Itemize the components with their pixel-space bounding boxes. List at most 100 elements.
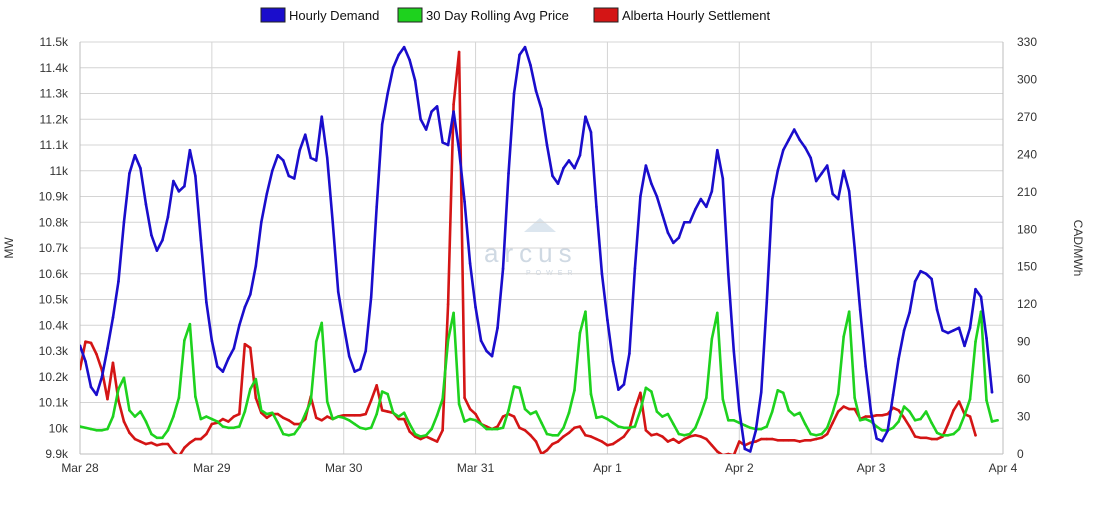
hourly-demand-point: [836, 197, 840, 201]
alberta-hourly-settlement-point: [463, 396, 466, 400]
alberta-hourly-settlement-point: [408, 430, 411, 433]
legend-item[interactable]: 30 Day Rolling Avg Price: [397, 7, 569, 23]
y-right-tick-label: 270: [1017, 110, 1037, 124]
y-left-tick-label: 10.5k: [39, 293, 69, 307]
alberta-hourly-settlement-point: [606, 443, 609, 447]
hourly-demand-point: [551, 174, 554, 178]
alberta-hourly-settlement-point: [501, 415, 505, 418]
y-right-axis-title: CAD/MWh: [1071, 220, 1085, 277]
hourly-demand-point: [463, 200, 466, 203]
y-left-tick-label: 10.4k: [39, 318, 69, 332]
hourly-demand-point: [95, 393, 98, 397]
alberta-hourly-settlement-point: [661, 435, 664, 438]
alberta-hourly-settlement-point: [880, 414, 884, 417]
hourly-demand-point: [798, 138, 802, 142]
30-day-rolling-avg-price-point: [727, 418, 730, 422]
30-day-rolling-avg-price-point: [238, 425, 241, 428]
hourly-demand-point: [776, 169, 780, 173]
30-day-rolling-avg-price-point: [633, 425, 637, 428]
30-day-rolling-avg-price-point: [474, 418, 477, 422]
30-day-rolling-avg-price-point: [501, 426, 505, 430]
alberta-hourly-settlement-point: [639, 391, 642, 395]
30-day-rolling-avg-price-point: [556, 433, 560, 437]
hourly-demand-point: [661, 213, 664, 216]
alberta-hourly-settlement-point: [205, 432, 208, 436]
y-right-tick-label: 330: [1017, 35, 1037, 49]
hourly-demand-point: [320, 115, 324, 118]
hourly-demand-point: [556, 182, 560, 185]
alberta-hourly-settlement-point: [292, 422, 296, 426]
alberta-hourly-settlement-point: [787, 438, 791, 442]
30-day-rolling-avg-price-point: [161, 436, 164, 440]
alberta-hourly-settlement-point: [683, 437, 686, 441]
alberta-hourly-settlement-point: [946, 422, 950, 426]
30-day-rolling-avg-price-point: [424, 433, 428, 437]
30-day-rolling-avg-price-point: [770, 410, 774, 413]
alberta-hourly-settlement-point: [133, 437, 137, 441]
hourly-demand-point: [974, 287, 977, 291]
30-day-rolling-avg-price-point: [666, 412, 670, 416]
alberta-hourly-settlement-point: [369, 399, 373, 402]
alberta-hourly-settlement-point: [474, 412, 477, 416]
y-right-tick-label: 120: [1017, 297, 1037, 311]
grid-lines: [79, 41, 1004, 455]
x-tick-label: Mar 29: [193, 461, 231, 475]
30-day-rolling-avg-price-point: [913, 418, 917, 422]
30-day-rolling-avg-price-point: [408, 422, 411, 426]
hourly-demand-point: [325, 156, 329, 160]
30-day-rolling-avg-price-point: [380, 390, 384, 393]
alberta-hourly-settlement-point: [875, 414, 878, 417]
30-day-rolling-avg-price-point: [375, 412, 378, 416]
30-day-rolling-avg-price-point: [89, 427, 93, 431]
alberta-hourly-settlement-point: [897, 409, 900, 412]
hourly-demand-point: [831, 192, 834, 196]
legend-item[interactable]: Hourly Demand: [260, 7, 379, 23]
30-day-rolling-avg-price-point: [270, 411, 274, 415]
legend-item[interactable]: Alberta Hourly Settlement: [593, 7, 771, 23]
hourly-demand-point: [727, 272, 730, 276]
alberta-hourly-settlement-point: [188, 441, 192, 445]
hourly-demand-point: [391, 66, 395, 70]
y-left-tick-label: 11.5k: [40, 35, 69, 49]
30-day-rolling-avg-price-point: [518, 386, 521, 390]
alberta-hourly-settlement-point: [540, 452, 543, 454]
alberta-hourly-settlement-point: [798, 440, 802, 443]
alberta-hourly-settlement-point: [534, 440, 538, 443]
30-day-rolling-avg-price-point: [172, 415, 175, 418]
hourly-demand-point: [985, 336, 988, 340]
30-day-rolling-avg-price-point: [562, 426, 565, 430]
hourly-demand-point: [309, 156, 313, 160]
30-day-rolling-avg-price-point: [265, 412, 269, 416]
hourly-demand-point: [84, 360, 87, 363]
hourly-demand-point: [853, 246, 856, 250]
hourly-demand-point: [611, 360, 615, 363]
alberta-hourly-settlement-point: [886, 412, 889, 416]
alberta-hourly-settlement-point: [314, 416, 318, 420]
30-day-rolling-avg-price-point: [281, 432, 285, 436]
30-day-rolling-avg-price-point: [523, 407, 527, 411]
hourly-demand-point: [683, 220, 686, 224]
30-day-rolling-avg-price-point: [331, 417, 335, 421]
alberta-hourly-settlement-point: [677, 441, 681, 445]
x-tick-label: Apr 4: [989, 461, 1018, 475]
hourly-demand-point: [512, 92, 516, 95]
alberta-hourly-settlement-point: [710, 443, 714, 447]
30-day-rolling-avg-price-point: [95, 428, 98, 432]
alberta-hourly-settlement-point: [551, 442, 554, 446]
hourly-demand-point: [117, 280, 120, 283]
hourly-demand-point: [111, 316, 115, 319]
alberta-hourly-settlement-point: [139, 440, 142, 443]
alberta-hourly-settlement-point: [716, 450, 719, 453]
hourly-demand-point: [100, 375, 104, 379]
y-right-tick-label: 0: [1017, 447, 1024, 461]
30-day-rolling-avg-price-point: [128, 409, 131, 412]
alberta-hourly-settlement-point: [556, 440, 560, 443]
alberta-hourly-settlement-point: [567, 431, 571, 435]
30-day-rolling-avg-price-point: [908, 410, 911, 413]
legend-label: Hourly Demand: [289, 8, 379, 23]
30-day-rolling-avg-price-point: [803, 422, 807, 426]
hourly-demand-point: [891, 393, 895, 397]
hourly-demand-point: [194, 174, 197, 178]
